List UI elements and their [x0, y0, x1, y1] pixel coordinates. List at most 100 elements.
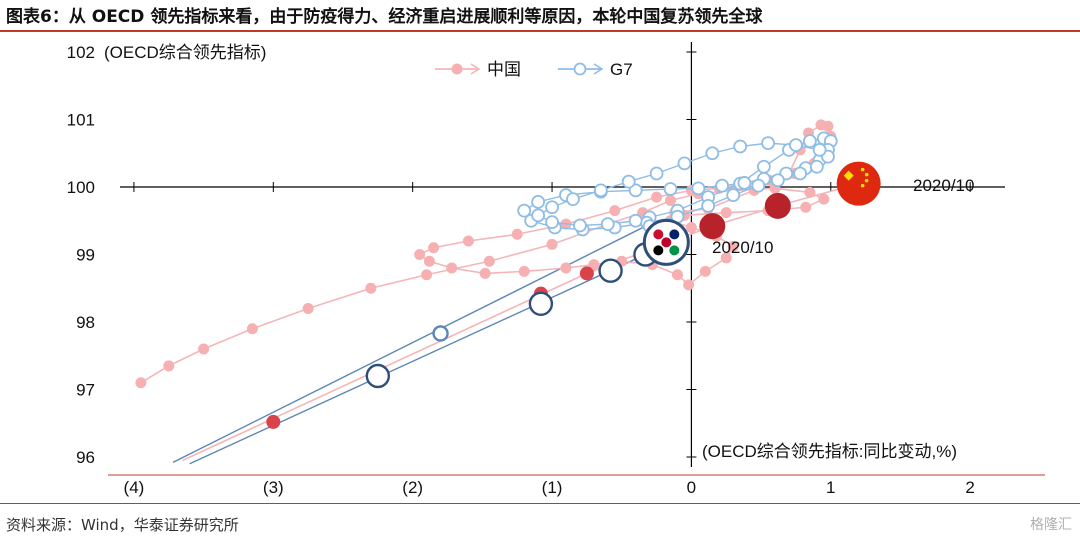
china-point	[651, 191, 663, 203]
labels-layer: (4) (3) (2) (1) 0 1 2 96 97 98 99 100 101 102 (OECD综合领…	[67, 43, 975, 497]
y-tick-label: 102	[67, 43, 95, 62]
g7-point	[628, 183, 643, 198]
china-point	[699, 265, 711, 277]
g7-point	[751, 178, 766, 193]
date-annotation: 2020/10	[712, 238, 773, 257]
source-note: 资料来源：Wind，华泰证券研究所	[6, 516, 239, 534]
g7-point	[531, 194, 546, 209]
china-point	[421, 269, 433, 281]
x-tick-label: 1	[826, 478, 835, 497]
x-tick-label: 2	[965, 478, 974, 497]
g7-point	[621, 174, 636, 189]
axes	[108, 42, 1045, 476]
g7-key-point	[528, 291, 554, 316]
g7-point	[770, 173, 785, 188]
china-point	[818, 193, 830, 205]
chart-title: 图表6：从 OECD 领先指标来看，由于防疫得力、经济重启进展顺利等原因，本轮中…	[6, 7, 763, 27]
g7-point	[812, 142, 827, 157]
legend-china-label: 中国	[487, 60, 521, 79]
china-point	[246, 323, 258, 335]
china-point	[804, 186, 816, 198]
watermark-logo: 格隆汇	[1030, 517, 1072, 533]
china-point	[560, 262, 572, 274]
x-tick-label: (4)	[124, 478, 145, 497]
g7-point	[628, 213, 643, 228]
china-flag-marker	[836, 161, 881, 206]
g7-flag-icon	[652, 228, 665, 241]
china-point	[800, 201, 812, 213]
g7-point	[733, 139, 748, 154]
y-tick-label: 97	[76, 381, 95, 400]
g7-point	[756, 159, 771, 174]
legend-g7-label: G7	[610, 60, 633, 79]
g7-point	[737, 176, 752, 190]
china-point	[720, 252, 732, 264]
china-point	[135, 377, 147, 389]
china-point	[609, 205, 621, 217]
g7-key-point	[598, 258, 623, 283]
g7-path-line	[189, 253, 646, 465]
china-key-point	[764, 192, 791, 219]
china-point	[483, 255, 495, 267]
y-tick-label: 99	[76, 246, 95, 265]
legend-arrow-icon	[593, 63, 604, 75]
china-point	[665, 195, 677, 206]
g7-point	[726, 188, 741, 203]
g7-point	[793, 166, 808, 181]
china-point	[446, 262, 458, 274]
legend-china-marker	[451, 63, 463, 75]
china-point	[423, 255, 435, 267]
g7-flag-icon	[668, 228, 681, 241]
china-flag-small-star	[864, 178, 869, 183]
x-tick-label: (2)	[402, 478, 423, 497]
series-layer	[135, 119, 881, 465]
china-point	[479, 267, 491, 279]
china-point	[518, 265, 530, 277]
g7-point	[761, 136, 775, 151]
china-key-point	[699, 213, 726, 240]
g7-key-point	[365, 363, 391, 389]
china-point	[822, 120, 834, 132]
g7-point	[566, 192, 580, 207]
g7-point	[531, 208, 546, 223]
china-point	[685, 222, 697, 233]
g7-point	[573, 218, 587, 233]
china-point	[683, 279, 695, 291]
china-point	[428, 242, 440, 254]
china-point	[462, 235, 474, 247]
title-rule	[0, 30, 1080, 32]
footer-rule	[0, 503, 1080, 504]
g7-point	[789, 138, 803, 153]
x-tick-label: (3)	[263, 478, 284, 497]
g7-flag-icon	[652, 244, 665, 257]
china-key-point	[266, 414, 281, 429]
china-flag-small-star	[864, 172, 869, 177]
g7-point	[705, 146, 720, 161]
g7-point	[701, 198, 716, 213]
legend-arrow-icon	[470, 63, 481, 75]
china-point	[365, 282, 377, 294]
g7-flag-icon	[668, 244, 681, 257]
g7-point	[715, 178, 729, 193]
g7-point	[593, 183, 608, 198]
oecd-scatter-chart: (4) (3) (2) (1) 0 1 2 96 97 98 99 100 101 102 (OECD综合领…	[67, 42, 1045, 497]
china-point	[163, 360, 175, 372]
g7-path-line	[172, 223, 650, 464]
g7-point	[809, 159, 824, 174]
g7-point	[649, 166, 664, 181]
g7-point	[600, 217, 615, 232]
china-flag-small-star	[860, 183, 865, 188]
g7-key-point	[432, 325, 449, 342]
china-point	[671, 269, 683, 281]
china-point	[511, 228, 523, 240]
g7-point	[545, 200, 559, 215]
china-point	[198, 343, 210, 355]
date-annotation: 2020/10	[913, 176, 974, 195]
g7-point	[545, 215, 559, 230]
china-flag-star	[843, 170, 854, 181]
g7-point	[663, 182, 678, 196]
g7-point	[677, 156, 692, 171]
china-point	[302, 303, 314, 314]
x-axis-label: (OECD综合领先指标:同比变动,%)	[702, 442, 957, 461]
g7-flag-icon	[660, 236, 673, 249]
